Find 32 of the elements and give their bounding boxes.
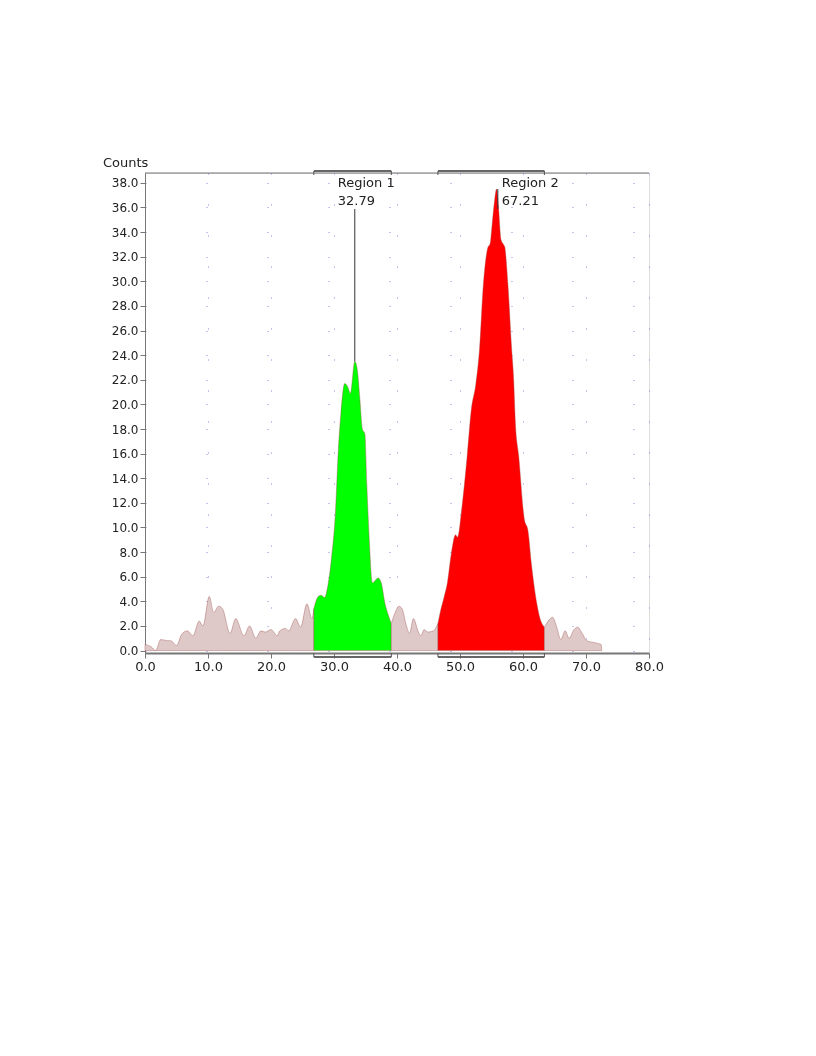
y-tick-label: 24.0 xyxy=(111,348,139,363)
y-tick-label: 8.0 xyxy=(119,545,139,560)
x-tick-label: 80.0 xyxy=(635,658,664,674)
y-tick-label: 38.0 xyxy=(111,176,139,191)
y-axis-title: Counts xyxy=(103,155,149,170)
y-tick-label: 18.0 xyxy=(111,422,139,437)
y-tick-label: 16.0 xyxy=(111,447,139,462)
y-tick-label: 32.0 xyxy=(111,250,139,265)
y-tick-label: 28.0 xyxy=(111,299,139,314)
y-tick-label: 0.0 xyxy=(119,644,139,659)
y-tick-label: 36.0 xyxy=(111,200,139,215)
y-tick-label: 26.0 xyxy=(111,324,139,339)
x-tick-label: 60.0 xyxy=(509,658,538,674)
x-tick-label: 30.0 xyxy=(320,658,349,674)
annotation: Region 2 67.21 xyxy=(501,175,559,208)
y-tick-label: 22.0 xyxy=(111,373,139,388)
annotation: Region 1 32.79 xyxy=(337,175,395,208)
x-tick-label: 0.0 xyxy=(135,658,156,674)
y-tick-label: 10.0 xyxy=(111,520,139,535)
x-tick-label: 10.0 xyxy=(194,658,223,674)
x-tick-label: 20.0 xyxy=(257,658,286,674)
y-tick-label: 12.0 xyxy=(111,496,139,511)
y-tick-label: 30.0 xyxy=(111,274,139,289)
x-tick-label: 40.0 xyxy=(383,658,412,674)
x-tick-label: 50.0 xyxy=(446,658,475,674)
y-tick-label: 20.0 xyxy=(111,397,139,412)
y-tick-label: 6.0 xyxy=(119,570,139,585)
y-tick-label: 14.0 xyxy=(111,471,139,486)
y-tick-label: 4.0 xyxy=(119,594,139,609)
y-tick-label: 34.0 xyxy=(111,225,139,240)
y-tick-label: 2.0 xyxy=(119,619,139,634)
x-tick-label: 70.0 xyxy=(572,658,601,674)
